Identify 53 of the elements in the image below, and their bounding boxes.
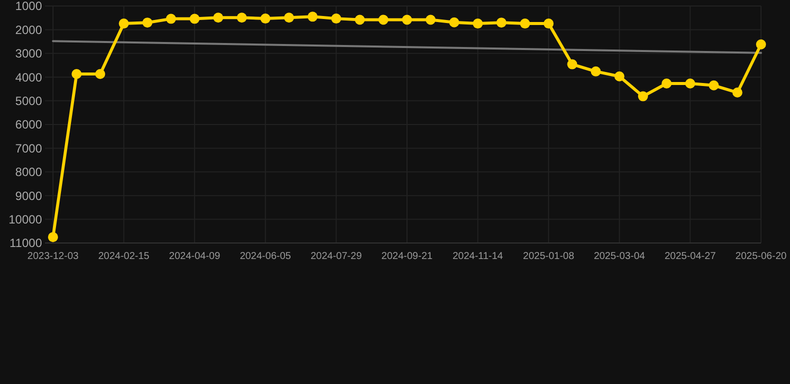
x-tick-label: 2024-06-05: [240, 251, 292, 262]
point: [142, 18, 152, 28]
x-tick-label: 2024-04-09: [169, 251, 221, 262]
point: [520, 18, 530, 29]
y-tick-label: 5000: [15, 94, 42, 108]
x-tick-label: 2024-07-29: [310, 251, 362, 262]
x-tick-label: 2023-12-03: [27, 251, 80, 262]
point: [544, 18, 554, 29]
point: [496, 18, 506, 28]
point: [354, 14, 365, 25]
x-tick-label: 2025-04-27: [664, 251, 716, 262]
x-tick-label: 2025-06-20: [735, 251, 788, 262]
y-tick-label: 10000: [8, 212, 42, 226]
point: [638, 91, 648, 102]
point: [662, 78, 672, 88]
point: [72, 69, 82, 80]
x-tick-label: 2024-11-14: [452, 251, 504, 262]
y-tick-label: 4000: [15, 70, 42, 84]
point: [426, 14, 436, 25]
point: [284, 12, 294, 23]
point: [614, 71, 624, 82]
point: [472, 18, 483, 29]
point: [685, 78, 696, 88]
point: [402, 14, 412, 25]
point: [567, 59, 578, 70]
y-tick-label: 1000: [15, 0, 42, 14]
point: [166, 14, 176, 24]
point: [449, 17, 460, 28]
y-tick-label: 3000: [15, 46, 42, 61]
y-tick-label: 11000: [10, 236, 42, 250]
point: [48, 232, 58, 242]
x-tick-label: 2024-09-21: [381, 251, 434, 262]
point: [118, 18, 129, 29]
y-tick-label: 8000: [15, 165, 42, 180]
x-tick-label: 2024-02-15: [98, 251, 150, 262]
point: [190, 14, 200, 24]
y-tick-label: 7000: [15, 141, 42, 156]
x-tick-label: 2025-01-08: [523, 251, 575, 262]
point: [95, 69, 106, 80]
y-tick-label: 9000: [15, 188, 42, 203]
point: [756, 39, 766, 50]
point: [378, 14, 388, 25]
point: [590, 66, 601, 76]
point: [732, 88, 742, 98]
point: [260, 14, 270, 24]
point: [236, 12, 247, 23]
y-tick-label: 6000: [15, 118, 42, 132]
x-tick-label: 2025-03-04: [594, 251, 646, 262]
y-tick-label: 2000: [15, 22, 42, 37]
point: [213, 12, 224, 23]
point: [331, 14, 342, 24]
point: [308, 12, 318, 22]
point: [708, 80, 719, 90]
